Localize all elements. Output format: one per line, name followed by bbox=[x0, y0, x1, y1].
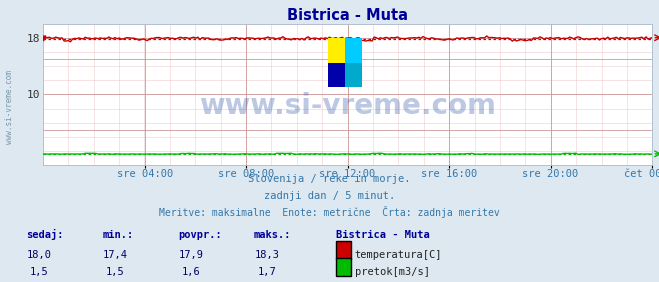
Text: 17,4: 17,4 bbox=[103, 250, 128, 260]
Bar bbox=[328, 38, 345, 63]
Text: pretok[m3/s]: pretok[m3/s] bbox=[355, 267, 430, 277]
Text: maks.:: maks.: bbox=[254, 230, 291, 240]
Text: Meritve: maksimalne  Enote: metrične  Črta: zadnja meritev: Meritve: maksimalne Enote: metrične Črta… bbox=[159, 206, 500, 218]
Bar bbox=[328, 63, 345, 87]
Text: 17,9: 17,9 bbox=[179, 250, 204, 260]
Text: www.si-vreme.com: www.si-vreme.com bbox=[199, 92, 496, 120]
Text: Slovenija / reke in morje.: Slovenija / reke in morje. bbox=[248, 174, 411, 184]
Text: temperatura[C]: temperatura[C] bbox=[355, 250, 442, 260]
Text: povpr.:: povpr.: bbox=[178, 230, 221, 240]
Text: 1,5: 1,5 bbox=[106, 267, 125, 277]
Title: Bistrica - Muta: Bistrica - Muta bbox=[287, 8, 408, 23]
Text: www.si-vreme.com: www.si-vreme.com bbox=[5, 70, 14, 144]
Text: 18,0: 18,0 bbox=[27, 250, 52, 260]
Text: sedaj:: sedaj: bbox=[26, 229, 64, 240]
Text: 1,6: 1,6 bbox=[182, 267, 200, 277]
Text: 18,3: 18,3 bbox=[254, 250, 279, 260]
Text: 1,5: 1,5 bbox=[30, 267, 49, 277]
Bar bbox=[345, 38, 362, 63]
Text: Bistrica - Muta: Bistrica - Muta bbox=[336, 230, 430, 240]
Text: zadnji dan / 5 minut.: zadnji dan / 5 minut. bbox=[264, 191, 395, 201]
Text: 1,7: 1,7 bbox=[258, 267, 276, 277]
Bar bbox=[345, 63, 362, 87]
Text: min.:: min.: bbox=[102, 230, 133, 240]
